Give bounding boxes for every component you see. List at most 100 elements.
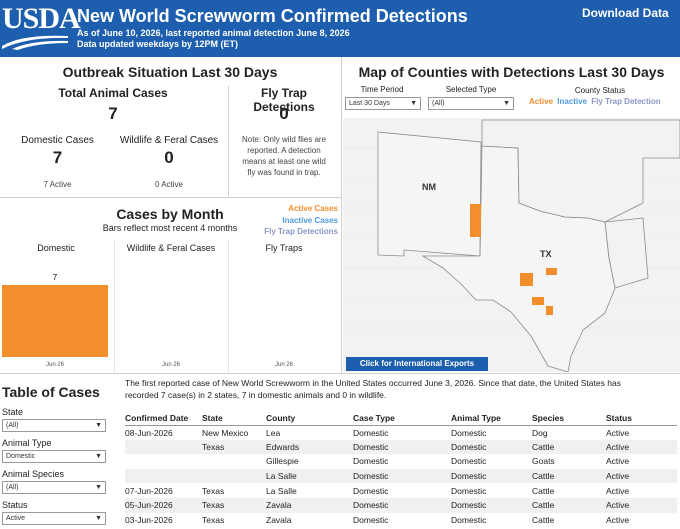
cases-by-month-legend: Active Cases Inactive Cases Fly Trap Det… <box>240 203 338 238</box>
time-period-dropdown[interactable]: Last 30 Days ▼ <box>345 97 421 110</box>
selected-type-value: (All) <box>432 100 445 107</box>
note-line: fly was found in trap. <box>247 168 321 177</box>
table-cell <box>202 468 266 484</box>
report-date-text: As of June 10, 2026, last reported anima… <box>77 28 350 38</box>
table-cell: Cattle <box>532 439 606 455</box>
selected-type-dropdown[interactable]: (All) ▼ <box>428 97 514 110</box>
table-cell: Zavala <box>266 497 353 513</box>
table-cell: Active <box>606 497 677 513</box>
legend-fly-trap[interactable]: Fly Trap Detection <box>591 97 661 106</box>
x-tick-label: Jun 26 <box>275 362 294 368</box>
column-header[interactable]: Case Type <box>353 411 451 426</box>
animal-type-filter-dropdown[interactable]: Domestic ▼ <box>2 450 106 463</box>
selected-type-label: Selected Type <box>445 85 497 94</box>
legend-inactive-cases: Inactive Cases <box>282 215 338 225</box>
table-row[interactable]: La Salle Domestic Domestic Cattle Active <box>125 468 677 484</box>
legend-inactive[interactable]: Inactive <box>557 97 588 106</box>
column-header[interactable]: Species <box>532 411 606 426</box>
wildlife-cases-label: Wildlife & Feral Cases <box>119 135 219 146</box>
table-header-row: Confirmed Date State County Case Type An… <box>125 411 677 426</box>
fly-trap-note: Note: Only wild flies are reported. A de… <box>229 134 339 178</box>
table-cell: Dog <box>532 427 548 438</box>
table-row[interactable]: Gillespie Domestic Domestic Goats Active <box>125 454 677 469</box>
chevron-down-icon: ▼ <box>95 422 102 429</box>
table-row[interactable]: 05-Jun-2026 Texas Zavala Domestic Domestic Ca… <box>125 497 677 513</box>
table-cell: Texas <box>202 439 266 455</box>
legend-active[interactable]: Active <box>529 97 554 106</box>
table-cell: Domestic <box>353 485 389 496</box>
table-cell: Domestic <box>451 497 532 513</box>
column-header[interactable]: County <box>266 411 353 426</box>
bar-domestic[interactable] <box>2 285 108 357</box>
fly-trap-detections-value: 0 <box>279 104 289 123</box>
chart-title-domestic: Domestic <box>37 243 75 253</box>
table-cell: Active <box>606 514 630 525</box>
total-animal-cases-value: 7 <box>108 104 118 123</box>
county-la-salle[interactable] <box>546 306 553 315</box>
table-cell: La Salle <box>266 468 353 484</box>
column-header[interactable]: Animal Type <box>451 411 532 426</box>
cases-by-month-subtitle: Bars reflect most recent 4 months <box>102 223 238 233</box>
status-filter-dropdown[interactable]: Active ▼ <box>2 512 106 525</box>
table-cell: Texas <box>202 485 225 496</box>
map-canvas: NM TX <box>343 119 680 372</box>
table-row[interactable]: 08-Jun-2026 New Mexico Lea Domestic Domestic… <box>125 425 677 440</box>
panel-divider <box>228 86 229 196</box>
legend-active-cases: Active Cases <box>288 204 338 213</box>
table-cell: Lea <box>266 427 281 438</box>
animal-species-filter-value: (All) <box>6 484 19 491</box>
chevron-down-icon: ▼ <box>95 484 102 491</box>
animal-type-filter-value: Domestic <box>6 453 36 460</box>
status-filter-value: Active <box>6 515 26 522</box>
animal-species-filter-dropdown[interactable]: (All) ▼ <box>2 481 106 494</box>
map-title: Map of Counties with Detections Last 30 … <box>358 64 665 80</box>
table-cell: Domestic <box>353 427 389 438</box>
page-title: New World Screwworm Confirmed Detections <box>77 6 468 26</box>
state-filter-label: State <box>2 407 24 417</box>
table-cell: 05-Jun-2026 <box>125 497 202 513</box>
county-gillespie[interactable] <box>546 268 557 275</box>
table-cell <box>125 454 202 469</box>
table-intro: The first reported case of New World Scr… <box>125 378 677 401</box>
table-cell: Cattle <box>532 514 555 525</box>
usda-logo-text: USDA <box>2 2 81 35</box>
x-tick-label: Jun 26 <box>162 362 181 368</box>
table-cell: Domestic <box>451 468 532 484</box>
update-schedule-text: Data updated weekdays by 12PM (ET) <box>77 39 239 49</box>
column-header[interactable]: State <box>202 411 266 426</box>
state-filter-dropdown[interactable]: (All) ▼ <box>2 419 106 432</box>
international-exports-button[interactable]: Click for International Exports <box>346 357 488 371</box>
table-row[interactable]: 07-Jun-2026 Texas La Salle Domestic Domestic… <box>125 483 677 498</box>
chevron-down-icon: ▼ <box>410 100 417 107</box>
chart-title-fly-traps: Fly Traps <box>265 243 303 253</box>
table-title: Table of Cases <box>2 384 100 400</box>
table-cell: Active <box>606 468 677 484</box>
county-zavala[interactable] <box>532 297 544 305</box>
table-cell: Gillespie <box>266 456 299 467</box>
animal-type-filter-label: Animal Type <box>2 438 52 448</box>
county-lea[interactable] <box>470 204 481 237</box>
table-cell: Domestic <box>353 514 389 525</box>
table-cell: Goats <box>532 456 555 467</box>
table-row[interactable]: Texas Edwards Domestic Domestic Cattle Active <box>125 439 677 455</box>
total-animal-cases-label: Total Animal Cases <box>58 86 168 100</box>
chevron-down-icon: ▼ <box>503 100 510 107</box>
table-row[interactable]: 03-Jun-2026 Texas Zavala Domestic Domestic Ca… <box>125 513 677 528</box>
chevron-down-icon: ▼ <box>95 453 102 460</box>
county-map[interactable]: NM TX <box>343 118 680 372</box>
table-cell: Domestic <box>451 514 487 525</box>
table-cell <box>125 468 202 484</box>
table-cell: Domestic <box>353 456 389 467</box>
download-data-button[interactable]: Download Data <box>582 6 669 20</box>
status-filter-label: Status <box>2 500 28 510</box>
column-header[interactable]: Status <box>606 411 677 426</box>
table-cell: Domestic <box>353 497 451 513</box>
intro-line: The first reported case of New World Scr… <box>125 378 621 388</box>
table-cell: Domestic <box>451 427 487 438</box>
cases-by-month-chart: 7 Jun 26 Jun 26 Jun 26 <box>2 273 294 368</box>
county-edwards[interactable] <box>520 273 533 286</box>
county-status-label: County Status <box>574 86 626 95</box>
animal-species-filter-label: Animal Species <box>2 469 65 479</box>
column-header[interactable]: Confirmed Date <box>125 411 202 426</box>
domestic-cases-label: Domestic Cases <box>21 135 94 146</box>
